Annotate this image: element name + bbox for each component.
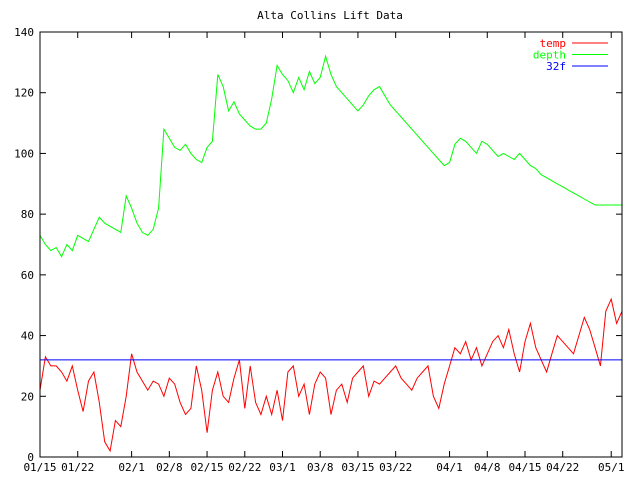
- y-tick-label: 140: [14, 26, 34, 39]
- x-tick-label: 03/8: [307, 461, 334, 474]
- x-tick-label: 03/15: [341, 461, 374, 474]
- legend-label-depth: depth: [533, 49, 566, 62]
- y-tick-label: 20: [21, 390, 34, 403]
- x-tick-label: 02/15: [190, 461, 223, 474]
- x-tick-label: 04/8: [474, 461, 501, 474]
- chart-title: Alta Collins Lift Data: [257, 9, 403, 22]
- x-tick-label: 03/1: [269, 461, 296, 474]
- axes: 0 20 40 60 80 100 120 140 01/15 01/22 02/1 02/8 02/1…: [14, 26, 624, 474]
- x-tick-label: 01/15: [23, 461, 56, 474]
- y-tick-label: 80: [21, 208, 34, 221]
- y-tick-label: 60: [21, 269, 34, 282]
- x-tick-label: 01/22: [61, 461, 94, 474]
- plot-frame: [39, 31, 623, 458]
- x-tick-label: 05/1: [598, 461, 625, 474]
- legend-label-32f: 32f: [546, 60, 566, 73]
- y-tick-label: 120: [14, 87, 34, 100]
- x-tick-label: 02/1: [118, 461, 145, 474]
- y-tick-label: 100: [14, 147, 34, 160]
- x-tick-label: 04/15: [508, 461, 541, 474]
- x-tick-label: 04/1: [436, 461, 463, 474]
- y-tick-label: 0: [27, 451, 34, 464]
- y-tick-label: 40: [21, 330, 34, 343]
- series-line-depth: [39, 54, 622, 258]
- plot-area: [39, 54, 623, 453]
- series-line-temp: [39, 297, 623, 453]
- x-tick-label: 04/22: [546, 461, 579, 474]
- x-tick-label: 02/22: [228, 461, 261, 474]
- legend-label-temp: temp: [540, 37, 567, 50]
- x-tick-label: 02/8: [156, 461, 183, 474]
- x-tick-label: 03/22: [379, 461, 412, 474]
